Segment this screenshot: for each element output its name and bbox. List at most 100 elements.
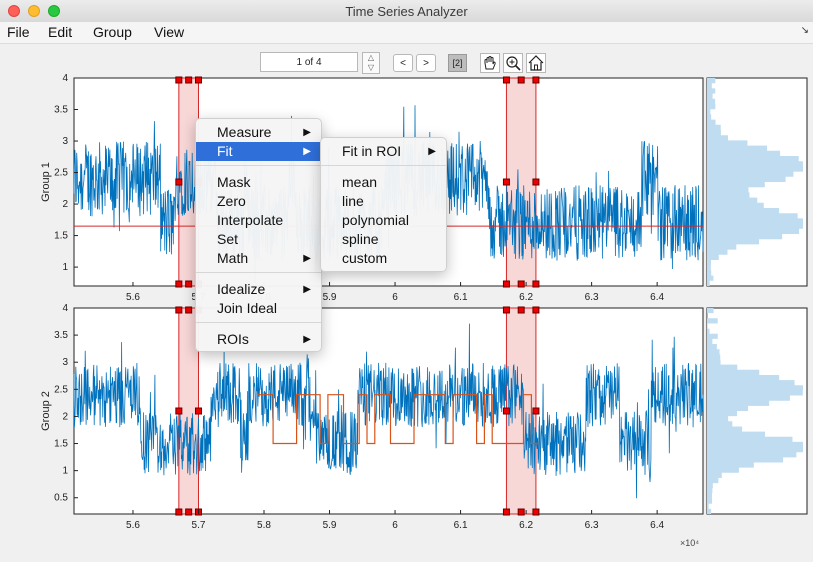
roi-handle [517,306,525,314]
roi-handle [175,178,183,186]
x-tick-label: 6.4 [650,520,664,531]
roi-handle [194,407,202,415]
y-tick-label: 1.5 [54,439,68,450]
x-tick-label: 6.4 [650,292,664,303]
menu-view[interactable]: View [154,24,185,40]
menu-item-rois[interactable]: ROIs ▶ [196,330,321,349]
menu-group[interactable]: Group [93,24,132,40]
close-window-button[interactable] [8,5,20,17]
menu-item-label: Measure [217,124,272,140]
roi-handle [502,508,510,516]
minimize-window-button[interactable] [28,5,40,17]
menu-item-idealize[interactable]: Idealize ▶ [196,280,321,299]
dock-arrow-icon[interactable]: ↘ [800,25,809,36]
y-tick-label: 3.5 [54,105,68,116]
roi-handle [185,306,193,314]
page-indicator-field[interactable]: 1 of 4 [260,52,358,72]
x-tick-label: 6.2 [519,520,533,531]
menu-item-line[interactable]: line [321,192,446,211]
y-tick-label: 3 [62,357,68,368]
menu-item-spline[interactable]: spline [321,230,446,249]
roi-handle [502,407,510,415]
y-tick-label: 1.5 [54,231,68,242]
submenu-arrow-icon: ▶ [303,146,311,157]
y-tick-label: 1 [62,262,68,273]
y-axis-label: Group 1 [40,162,52,202]
menu-item-label: mean [342,174,378,190]
menu-item-polynomial[interactable]: polynomial [321,211,446,230]
menu-item-fit-in-roi[interactable]: Fit in ROI ▶ [321,142,446,161]
x-axis-exponent: ×10⁴ [680,538,699,548]
roi-handle [175,306,183,314]
x-tick-label: 5.8 [257,520,271,531]
menu-file[interactable]: File [7,24,30,40]
menu-item-mask[interactable]: Mask [196,173,321,192]
home-icon[interactable] [526,53,546,73]
x-tick-label: 5.6 [126,292,140,303]
menu-separator [321,165,446,166]
roi-handle [502,76,510,84]
roi-handle [502,306,510,314]
y-tick-label: 2.5 [54,168,68,179]
submenu-arrow-icon: ▶ [303,127,311,138]
spinner-up-icon[interactable]: △ [367,53,375,62]
menu-item-fit[interactable]: Fit ▶ [196,142,321,161]
menu-item-label: ROIs [217,331,249,347]
menu-separator [196,165,321,166]
roi-handle [185,76,193,84]
menu-item-custom[interactable]: custom [321,249,446,268]
y-tick-label: 2.5 [54,384,68,395]
menu-item-interpolate[interactable]: Interpolate [196,211,321,230]
y-tick-label: 3.5 [54,330,68,341]
page-spinner[interactable]: △ ▽ [362,52,380,74]
roi-handle [502,280,510,288]
menu-item-label: Idealize [217,281,266,297]
menu-edit[interactable]: Edit [48,24,73,40]
hand-pan-icon[interactable] [480,53,500,73]
spinner-down-icon[interactable]: ▽ [367,63,375,72]
menu-item-label: spline [342,231,379,247]
menu-item-join-ideal[interactable]: Join Ideal [196,299,321,318]
zoom-in-icon[interactable] [503,53,523,73]
x-tick-label: 6.3 [585,292,599,303]
menu-item-label: Zero [217,193,246,209]
roi-handle [185,508,193,516]
roi-handle [517,508,525,516]
menu-item-label: Join Ideal [217,300,277,316]
y-tick-label: 2 [62,411,68,422]
roi-handle [532,407,540,415]
menu-item-label: line [342,193,364,209]
y-tick-label: 1 [62,466,68,477]
menu-item-label: polynomial [342,212,409,228]
y-tick-label: 0.5 [54,493,68,504]
roi-region [505,77,537,287]
group-tag-button[interactable]: [2] [448,54,467,72]
histogram-bars [707,78,803,286]
roi-handle [517,280,525,288]
menu-item-label: custom [342,250,388,266]
next-page-button[interactable]: > [416,54,436,72]
roi-handle [194,76,202,84]
x-tick-label: 5.9 [323,292,337,303]
prev-page-button[interactable]: < [393,54,413,72]
x-tick-label: 5.9 [323,520,337,531]
menu-item-label: Set [217,231,239,247]
roi-handle [532,306,540,314]
menu-item-measure[interactable]: Measure ▶ [196,123,321,142]
signal-trace [73,323,704,499]
menu-separator [196,322,321,323]
roi-handle [532,178,540,186]
histogram-bars [707,308,803,514]
roi-handle [175,76,183,84]
menu-item-label: Interpolate [217,212,284,228]
roi-handle [532,508,540,516]
menu-item-set[interactable]: Set [196,230,321,249]
menu-item-math[interactable]: Math ▶ [196,249,321,268]
menu-item-mean[interactable]: mean [321,173,446,192]
menu-separator [196,272,321,273]
context-menu: Measure ▶ Fit ▶ Mask Zero Interpolate Set … [195,118,322,352]
roi-handle [502,178,510,186]
zoom-window-button[interactable] [48,5,60,17]
menu-bar: File Edit Group View ↘ [0,22,813,44]
menu-item-zero[interactable]: Zero [196,192,321,211]
